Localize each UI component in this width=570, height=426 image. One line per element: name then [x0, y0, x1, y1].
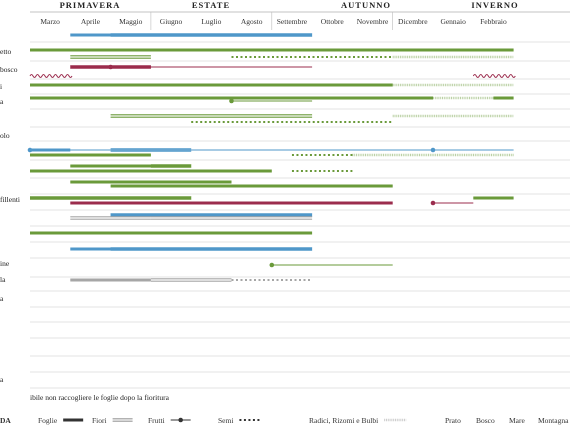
- season-label: AUTUNNO: [341, 0, 391, 10]
- fruit-dot: [229, 98, 234, 104]
- row-label: fillenti: [0, 195, 20, 204]
- footnote: ibile non raccogliere le foglie dopo la …: [30, 393, 170, 402]
- legend-type-label: Foglie: [38, 416, 58, 425]
- legend-fruit-dot: [178, 417, 183, 423]
- fruit-dot: [269, 262, 275, 268]
- legend-type-label: Frutti: [148, 416, 165, 425]
- row-label: la: [0, 275, 6, 284]
- row-label: ine: [0, 259, 10, 268]
- season-label: ESTATE: [192, 0, 230, 10]
- legend: DA Foglie Fiori Frutti Semi Radici, Rizomi e …: [0, 416, 569, 425]
- row-grid: [30, 41, 570, 389]
- harvest-tracks: [27, 33, 516, 282]
- fruit-dot: [430, 200, 436, 206]
- month-label: Gennaio: [440, 17, 466, 26]
- month-label: Agosto: [241, 17, 263, 26]
- wave-track: [472, 74, 516, 78]
- row-label: i: [0, 82, 2, 91]
- legend-habitat-label: Bosco: [476, 416, 495, 425]
- month-label: Luglio: [201, 17, 221, 26]
- legend-habitat-label: Prato: [445, 416, 461, 425]
- season-label: INVERNO: [471, 0, 518, 10]
- row-label: bosco: [0, 65, 18, 74]
- legend-type-label: Radici, Rizomi e Bulbi: [309, 416, 378, 425]
- legend-type-label: Fiori: [92, 416, 107, 425]
- month-label: Giugno: [160, 17, 183, 26]
- legend-title: DA: [0, 416, 11, 425]
- wave-track: [29, 74, 73, 78]
- calendar-header: PRIMAVERA ESTATE AUTUNNO INVERNO Marzo Aprile…: [30, 0, 570, 30]
- fruit-dot: [108, 64, 113, 70]
- fruit-dot: [430, 147, 436, 153]
- month-label: Dicembre: [398, 17, 428, 26]
- month-label: Novembre: [357, 17, 389, 26]
- month-label: Marzo: [40, 17, 60, 26]
- month-label: Settembre: [277, 17, 308, 26]
- row-label: a: [0, 375, 4, 384]
- legend-habitat-label: Montagna: [538, 416, 569, 425]
- row-label: a: [0, 294, 4, 303]
- month-label: Maggio: [119, 17, 143, 26]
- row-label: etto: [0, 47, 11, 56]
- row-label: olo: [0, 131, 10, 140]
- month-label: Febbraio: [480, 17, 507, 26]
- row-label: a: [0, 97, 4, 106]
- legend-type-label: Semi: [218, 416, 233, 425]
- month-label: Aprile: [81, 17, 101, 26]
- season-label: PRIMAVERA: [60, 0, 121, 10]
- month-label: Ottobre: [321, 17, 345, 26]
- legend-habitat-label: Mare: [509, 416, 525, 425]
